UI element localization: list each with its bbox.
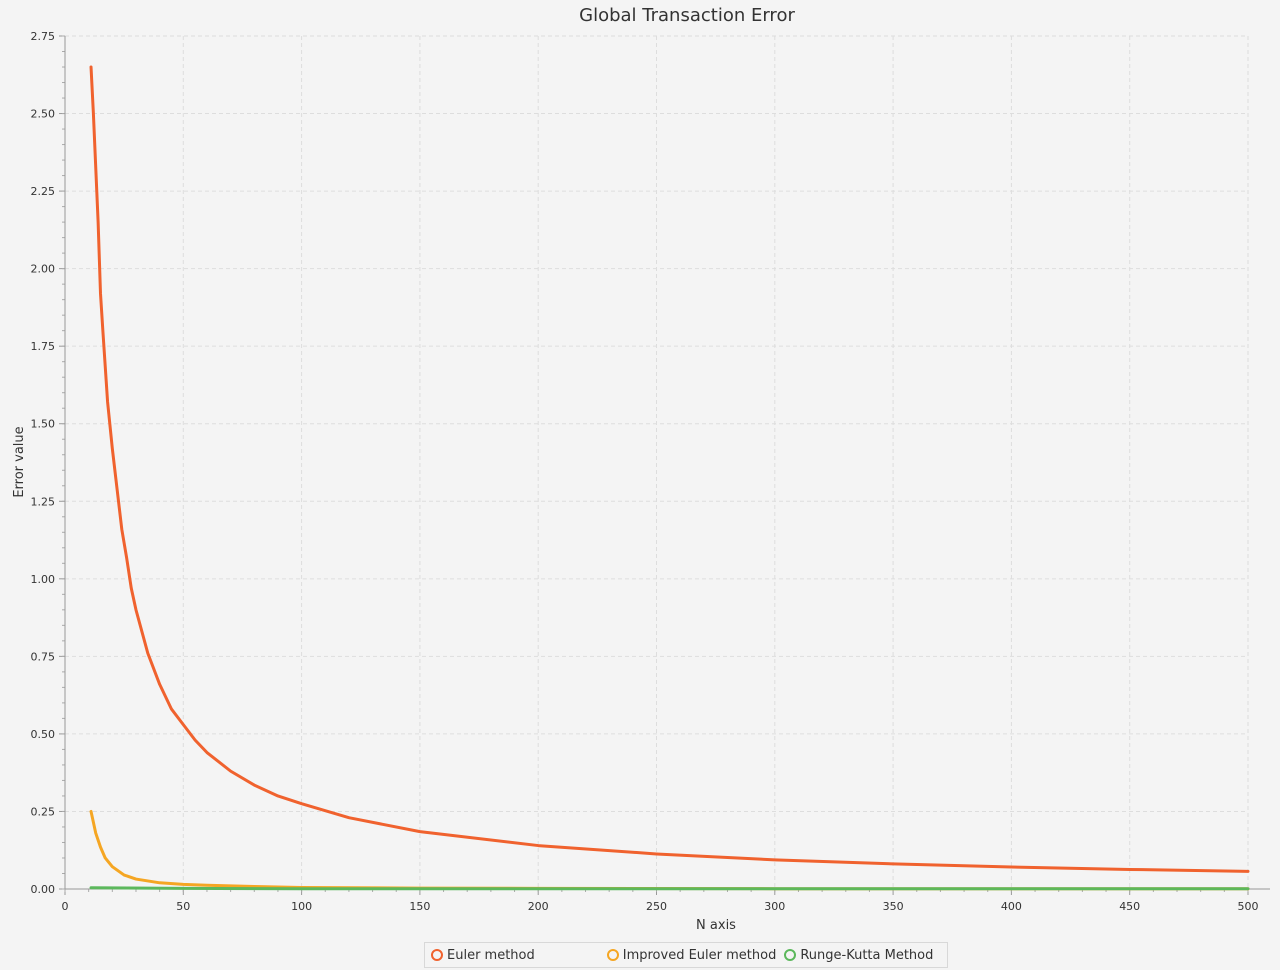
- x-tick-label: 300: [764, 900, 785, 913]
- series-line-improved-euler: [89, 809, 1250, 891]
- chart-canvas: Global Transaction Error 0 50 100 150 200 250…: [12, 5, 1270, 933]
- y-tick-label: 1.50: [31, 418, 56, 431]
- y-tick-label: 0.50: [31, 728, 56, 741]
- x-axis-label: N axis: [696, 918, 736, 933]
- legend-marker-runge-kutta-icon: [784, 949, 797, 961]
- chart-title: Global Transaction Error: [579, 5, 795, 26]
- x-tick-label: 100: [291, 900, 312, 913]
- legend-marker-improved-euler-icon: [606, 949, 619, 961]
- legend-label-runge-kutta: Runge-Kutta Method: [800, 947, 934, 963]
- y-axis-label: Error value: [12, 426, 27, 497]
- y-tick-label: 1.75: [31, 340, 56, 353]
- x-tick-label: 200: [528, 900, 549, 913]
- x-tick-label: 400: [1001, 900, 1022, 913]
- y-tick-label: 0.00: [31, 883, 56, 896]
- y-tick-label: 2.75: [31, 30, 56, 43]
- x-tick-label: 350: [883, 900, 904, 913]
- x-tick-label: 50: [176, 900, 190, 913]
- axes: 0 50 100 150 200 250 300 350 400 450 500 0.00 0.25 0.…: [31, 30, 1270, 913]
- x-tick-label: 0: [62, 900, 69, 913]
- x-tick-label: 450: [1119, 900, 1140, 913]
- x-tick-label: 500: [1238, 900, 1259, 913]
- series-line-runge-kutta: [89, 886, 1250, 891]
- y-tick-label: 2.25: [31, 185, 56, 198]
- y-tick-label: 0.75: [31, 650, 56, 663]
- y-tick-label: 2.00: [31, 263, 56, 276]
- series-lines: [89, 65, 1250, 891]
- legend-item-improved-euler[interactable]: Improved Euler method: [606, 947, 777, 963]
- legend-label-improved-euler: Improved Euler method: [622, 947, 777, 963]
- legend-marker-euler-icon: [431, 949, 443, 961]
- legend-label-euler: Euler method: [447, 947, 535, 963]
- series-line-euler: [89, 65, 1250, 873]
- y-tick-label: 1.00: [31, 573, 56, 586]
- legend: Euler method Improved Euler method Runge…: [424, 942, 948, 968]
- x-tick-label: 150: [409, 900, 430, 913]
- y-tick-label: 1.25: [31, 495, 56, 508]
- x-tick-label: 250: [646, 900, 667, 913]
- y-tick-label: 0.25: [31, 805, 56, 818]
- legend-item-euler[interactable]: Euler method: [431, 948, 535, 963]
- grid-lines: [65, 35, 1249, 889]
- legend-item-runge-kutta[interactable]: Runge-Kutta Method: [784, 948, 933, 963]
- y-tick-label: 2.50: [31, 108, 56, 121]
